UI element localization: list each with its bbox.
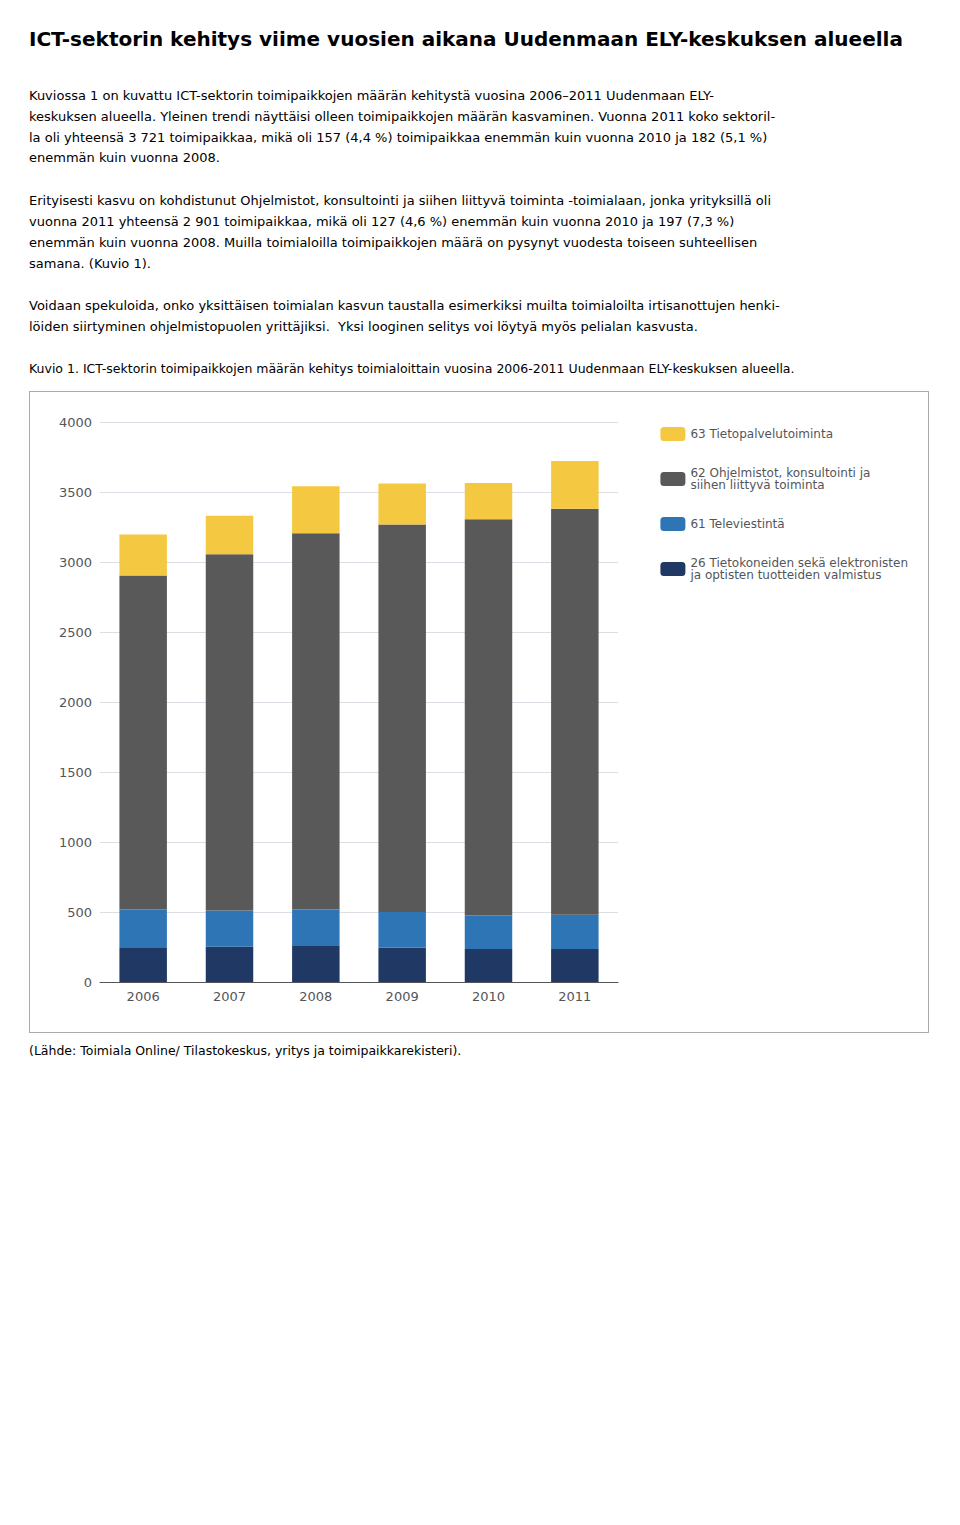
svg-text:63 Tietopalvelutoiminta: 63 Tietopalvelutoiminta <box>690 427 833 441</box>
svg-text:ja optisten tuotteiden valmist: ja optisten tuotteiden valmistus <box>689 568 881 582</box>
svg-text:1000: 1000 <box>59 835 92 850</box>
html-text:Kuviossa 1 on kuvattu ICT-sekt: Kuviossa 1 on kuvattu ICT-sektorin toimi… <box>29 88 776 166</box>
svg-text:3500: 3500 <box>59 485 92 500</box>
svg-text:2011: 2011 <box>558 989 591 1004</box>
svg-text:26 Tietokoneiden sekä elektron: 26 Tietokoneiden sekä elektronisten <box>690 556 908 571</box>
html-text:ICT-sektorin kehitys viime vuo: ICT-sektorin kehitys viime vuosien aikan… <box>29 27 903 51</box>
svg-text:siihen liittyvä toiminta: siihen liittyvä toiminta <box>690 478 824 492</box>
svg-text:2008: 2008 <box>299 989 332 1004</box>
svg-text:1500: 1500 <box>59 765 92 780</box>
svg-text:2006: 2006 <box>127 989 160 1004</box>
html-text:(Lähde: Toimiala Online/ Tilas: (Lähde: Toimiala Online/ Tilastokeskus, … <box>29 1043 462 1059</box>
svg-text:500: 500 <box>67 905 92 920</box>
svg-text:61 Televiestintä: 61 Televiestintä <box>690 517 784 531</box>
html-text:Erityisesti kasvu on kohdistun: Erityisesti kasvu on kohdistunut Ohjelmi… <box>29 193 771 271</box>
svg-text:2500: 2500 <box>59 625 92 640</box>
svg-text:2007: 2007 <box>213 989 246 1004</box>
svg-text:0: 0 <box>84 975 92 990</box>
svg-text:2000: 2000 <box>59 695 92 710</box>
svg-text:2010: 2010 <box>472 989 505 1004</box>
svg-text:3000: 3000 <box>59 555 92 570</box>
svg-text:62 Ohjelmistot, konsultointi j: 62 Ohjelmistot, konsultointi ja <box>690 466 871 481</box>
html-text:Kuvio 1. ICT-sektorin toimipai: Kuvio 1. ICT-sektorin toimipaikkojen mää… <box>29 361 795 376</box>
svg-text:4000: 4000 <box>59 415 92 430</box>
svg-text:2009: 2009 <box>386 989 419 1004</box>
html-text:Voidaan spekuloida, onko yksit: Voidaan spekuloida, onko yksittäisen toi… <box>29 298 780 335</box>
